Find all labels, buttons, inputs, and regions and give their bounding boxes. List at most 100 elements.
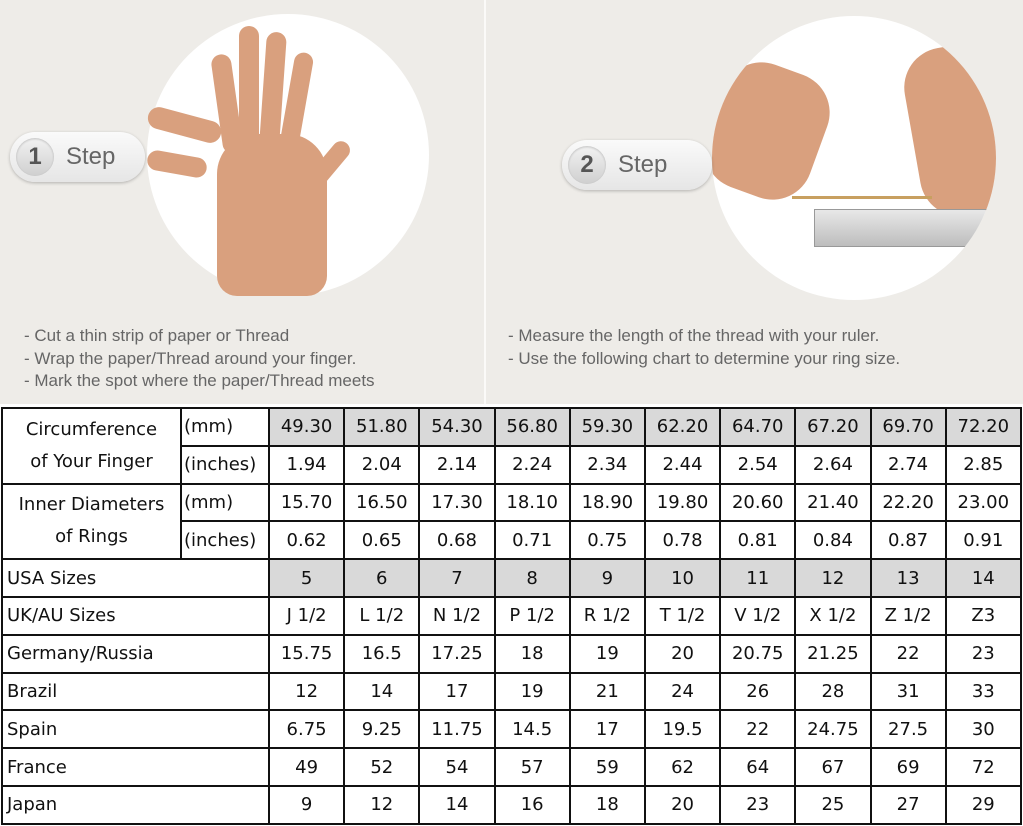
table-cell: 2.64 <box>794 444 872 485</box>
table-cell: 64.70 <box>719 407 797 447</box>
instruction-line: - Mark the spot where the paper/Thread m… <box>24 371 375 390</box>
row-label: UK/AU Sizes <box>1 595 270 636</box>
table-cell: 2.24 <box>493 444 571 485</box>
row-label: Inner Diameters <box>1 482 182 522</box>
table-cell: 20 <box>643 784 722 825</box>
table-cell: 57 <box>493 747 571 787</box>
table-cell: 18.10 <box>493 482 571 523</box>
table-cell: 29 <box>944 784 1022 825</box>
table-cell: 22.20 <box>869 482 947 523</box>
unit-label: (mm) <box>180 482 270 523</box>
table-cell: 24.75 <box>794 709 872 750</box>
table-cell: 19 <box>568 633 646 674</box>
hand-photo <box>145 14 429 296</box>
table-cell: 21 <box>568 671 646 712</box>
table-cell: 24 <box>643 671 722 712</box>
unit-label: (inches) <box>180 444 270 485</box>
table-cell: N 1/2 <box>418 595 496 636</box>
table-cell: P 1/2 <box>493 595 571 636</box>
table-cell: 10 <box>643 558 722 598</box>
table-cell: 17 <box>418 671 496 712</box>
table-row: Brazil 12 14 17 19 21 24 26 28 31 33 <box>1 671 1022 712</box>
table-cell: 0.78 <box>643 520 722 561</box>
instructions-panel: 1 Step - Cut a thin strip of paper or Th… <box>0 0 1023 404</box>
table-cell: 8 <box>493 558 571 598</box>
instruction-line: - Wrap the paper/Thread around your fing… <box>24 348 357 368</box>
table-cell: 23 <box>719 784 797 825</box>
unit-label: (inches) <box>180 520 270 561</box>
table-cell: 2.54 <box>719 444 797 485</box>
table-cell: 72 <box>944 747 1022 787</box>
table-cell: 0.65 <box>343 520 421 561</box>
row-label: of Rings <box>1 521 182 560</box>
table-cell: 0.87 <box>869 520 947 561</box>
table-cell: 26 <box>719 671 797 712</box>
table-cell: V 1/2 <box>719 595 797 636</box>
table-cell: 0.68 <box>418 520 496 561</box>
table-cell: 15.70 <box>267 482 346 523</box>
table-cell: 67 <box>794 747 872 787</box>
table-cell: 72.20 <box>944 407 1022 447</box>
step-number: 1 <box>16 138 54 176</box>
table-cell: 2.14 <box>418 444 496 485</box>
row-label: France <box>1 747 270 787</box>
table-cell: J 1/2 <box>267 595 346 636</box>
table-cell: 9 <box>568 558 646 598</box>
table-cell: 64 <box>719 747 797 787</box>
row-label: Germany/Russia <box>1 633 270 674</box>
table-cell: 0.81 <box>719 520 797 561</box>
row-label: Japan <box>1 784 270 825</box>
table-cell: 13 <box>869 558 947 598</box>
table-cell: 27 <box>869 784 947 825</box>
table-cell: 56.80 <box>493 407 571 447</box>
table-cell: 67.20 <box>794 407 872 447</box>
table-cell: 17.30 <box>418 482 496 523</box>
table-cell: 17.25 <box>418 633 496 674</box>
table-cell: 14 <box>944 558 1022 598</box>
table-cell: 14.5 <box>493 709 571 750</box>
table-cell: 27.5 <box>869 709 947 750</box>
table-cell: 69 <box>869 747 947 787</box>
table-cell: 62.20 <box>643 407 722 447</box>
table-cell: 22 <box>869 633 947 674</box>
table-cell: 12 <box>794 558 872 598</box>
table-cell: 5 <box>267 558 346 598</box>
table-cell: 0.84 <box>794 520 872 561</box>
table-cell: 9 <box>267 784 346 825</box>
table-cell: 6.75 <box>267 709 346 750</box>
table-cell: 7 <box>418 558 496 598</box>
instruction-line: - Use the following chart to determine y… <box>508 348 901 368</box>
table-cell: 14 <box>418 784 496 825</box>
table-cell: 9.25 <box>343 709 421 750</box>
table-cell: 54 <box>418 747 496 787</box>
table-cell: 22 <box>719 709 797 750</box>
table-row: Japan 9 12 14 16 18 20 23 25 27 29 <box>1 784 1022 825</box>
table-row: Germany/Russia 15.75 16.5 17.25 18 19 20 20.75 2… <box>1 633 1022 674</box>
table-cell: 49 <box>267 747 346 787</box>
table-cell: 28 <box>794 671 872 712</box>
table-cell: 11.75 <box>418 709 496 750</box>
table-cell: 19.80 <box>643 482 722 523</box>
table-cell: 14 <box>343 671 421 712</box>
table-cell: 2.74 <box>869 444 947 485</box>
table-cell: 69.70 <box>869 407 947 447</box>
table-cell: Z3 <box>944 595 1022 636</box>
table-row: of Your Finger (inches) 1.94 2.04 2.14 2.24 2.… <box>1 444 1022 485</box>
table-cell: 12 <box>267 671 346 712</box>
table-cell: 16 <box>493 784 571 825</box>
table-cell: 30 <box>944 709 1022 750</box>
ring-size-table: Circumference (mm) 49.30 51.80 54.30 56.80 59.… <box>1 407 1022 825</box>
table-cell: 16.50 <box>343 482 421 523</box>
table-cell: 18 <box>568 784 646 825</box>
step-2-badge: 2 Step <box>562 140 712 190</box>
table-cell: 49.30 <box>267 407 346 447</box>
table-cell: 52 <box>343 747 421 787</box>
table-cell: 0.71 <box>493 520 571 561</box>
step-label: Step <box>66 143 116 170</box>
table-cell: 0.91 <box>944 520 1022 561</box>
instruction-line: - Measure the length of the thread with … <box>508 326 880 345</box>
table-row: of Rings (inches) 0.62 0.65 0.68 0.71 0.75 0.78… <box>1 520 1022 561</box>
table-cell: Z 1/2 <box>869 595 947 636</box>
table-cell: R 1/2 <box>568 595 646 636</box>
table-cell: 51.80 <box>343 407 421 447</box>
